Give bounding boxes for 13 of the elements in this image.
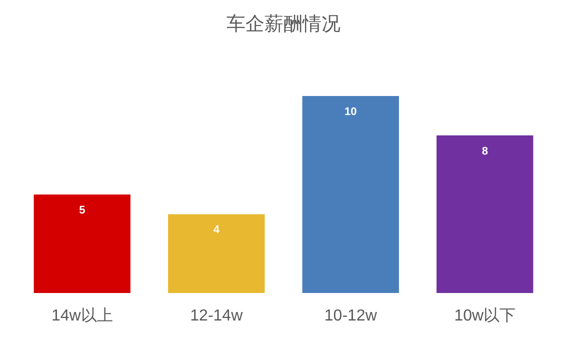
bar [34,194,130,293]
x-tick-label: 14w以上 [51,306,113,324]
bar [436,135,534,293]
data-label: 10 [344,106,357,118]
bar [168,214,265,293]
chart-title: 车企薪酬情况 [226,14,340,35]
x-tick-label: 12-14w [190,308,244,324]
x-tick-label: 10-12w [324,308,378,324]
bar [302,96,399,293]
data-label: 5 [79,204,86,216]
x-tick-label: 10w以下 [454,306,516,324]
data-label: 8 [482,145,488,158]
data-label: 4 [213,224,220,236]
